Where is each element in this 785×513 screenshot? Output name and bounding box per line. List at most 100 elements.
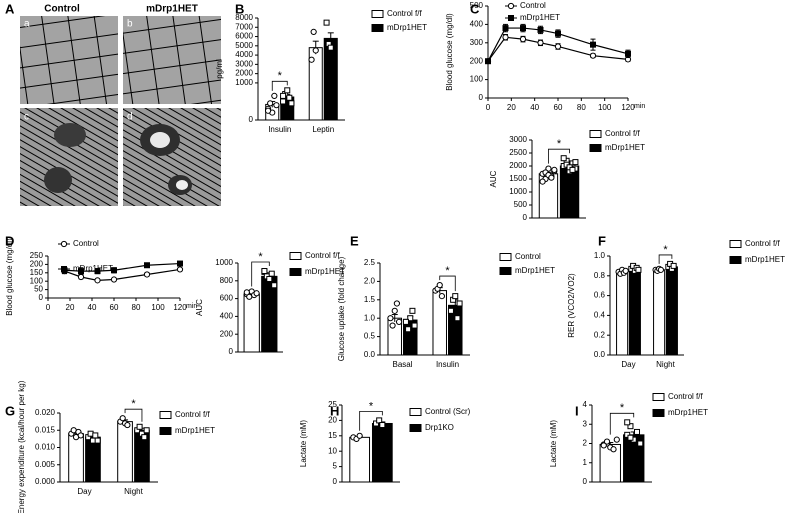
y-tick-label: 500 bbox=[514, 200, 528, 209]
legend-label: Control bbox=[515, 252, 541, 261]
y-axis-label: Blood glucose (mg/dl) bbox=[445, 13, 454, 91]
marker bbox=[273, 102, 280, 109]
marker bbox=[144, 262, 150, 269]
significance-label: * bbox=[258, 251, 263, 263]
y-tick-label: 100 bbox=[30, 276, 44, 285]
marker bbox=[555, 30, 561, 37]
x-tick-label: 80 bbox=[577, 103, 586, 112]
significance-label: * bbox=[557, 138, 562, 150]
significance-bracket bbox=[251, 261, 270, 287]
y-tick-label: 2.5 bbox=[364, 258, 376, 267]
y-tick-label: 25 bbox=[328, 400, 337, 409]
legend-swatch bbox=[652, 409, 665, 417]
marker bbox=[603, 438, 611, 445]
marker bbox=[310, 28, 317, 36]
marker bbox=[308, 56, 315, 63]
marker bbox=[78, 268, 84, 275]
marker bbox=[280, 98, 287, 105]
marker bbox=[94, 277, 101, 284]
legend-label: mDrp1HET bbox=[515, 266, 555, 275]
micrograph-label: a bbox=[24, 19, 30, 30]
y-tick-label: 0 bbox=[249, 115, 254, 124]
y-axis-label: pg/ml bbox=[215, 59, 224, 79]
marker bbox=[637, 440, 644, 447]
bar bbox=[68, 433, 84, 483]
micrograph: a bbox=[20, 16, 118, 104]
significance-label: * bbox=[445, 265, 450, 277]
marker bbox=[627, 434, 634, 441]
legend-swatch bbox=[371, 24, 384, 32]
marker bbox=[393, 300, 400, 307]
marker bbox=[572, 159, 579, 166]
x-tick-label: 120 bbox=[621, 103, 635, 112]
significance-bracket bbox=[359, 411, 383, 431]
y-tick-label: 8000 bbox=[235, 13, 253, 22]
significance-label: * bbox=[663, 244, 668, 256]
significance-label: * bbox=[620, 402, 625, 414]
x-tick-label: Day bbox=[77, 487, 91, 496]
marker bbox=[271, 282, 278, 289]
legend-swatch bbox=[409, 424, 422, 432]
y-tick-label: 0.4 bbox=[594, 311, 606, 320]
y-tick-label: 4000 bbox=[235, 50, 253, 59]
marker bbox=[519, 36, 527, 43]
legend-label: Drp1KO bbox=[425, 423, 454, 432]
marker bbox=[438, 293, 445, 300]
y-tick-label: 10 bbox=[328, 446, 337, 455]
legend-label: mDrp1HET bbox=[175, 426, 215, 435]
marker bbox=[288, 100, 295, 107]
y-tick-label: 6000 bbox=[235, 32, 253, 41]
bar bbox=[349, 436, 371, 483]
y-tick-label: 2.0 bbox=[364, 277, 376, 286]
marker bbox=[405, 326, 412, 333]
legend-label: mDrp1HET bbox=[73, 264, 113, 273]
marker bbox=[373, 420, 380, 427]
marker bbox=[77, 273, 85, 281]
y-axis-label: AUC bbox=[489, 170, 498, 187]
marker bbox=[111, 267, 117, 274]
y-tick-label: 0.6 bbox=[594, 291, 606, 300]
y-tick-label: 2 bbox=[583, 439, 588, 448]
marker bbox=[520, 25, 526, 32]
legend-label: mDrp1HET bbox=[605, 143, 645, 152]
marker bbox=[376, 417, 383, 424]
panel-letter: G bbox=[5, 403, 15, 418]
x-tick-label: 40 bbox=[530, 103, 539, 112]
legend-swatch bbox=[589, 144, 602, 152]
x-tick-label: 20 bbox=[66, 303, 75, 312]
column-title: Control bbox=[44, 4, 80, 15]
marker bbox=[407, 315, 414, 322]
y-tick-label: 1.5 bbox=[364, 295, 376, 304]
panel-letter: I bbox=[575, 403, 579, 418]
x-tick-label: 60 bbox=[554, 103, 563, 112]
marker bbox=[635, 266, 642, 273]
legend-label: Control (Scr) bbox=[425, 407, 471, 416]
significance-bracket bbox=[548, 148, 570, 164]
panel-letter: A bbox=[5, 1, 15, 16]
chart: G 0.000 0.005 0.010 0.015 0.020 Energy expendi… bbox=[5, 380, 215, 513]
y-tick-label: 0.010 bbox=[35, 443, 56, 452]
bar bbox=[243, 293, 260, 353]
chart: F 0.0 0.2 0.4 0.6 0.8 1.0 RER (VCO2/VO2) Day Nigh… bbox=[567, 233, 785, 369]
y-tick-label: 500 bbox=[470, 1, 484, 10]
y-tick-label: 3000 bbox=[235, 59, 253, 68]
panel-letter: C bbox=[470, 1, 480, 16]
marker bbox=[327, 44, 334, 51]
y-tick-label: 5 bbox=[333, 462, 338, 471]
x-tick-label: 100 bbox=[151, 303, 165, 312]
legend-swatch bbox=[652, 393, 665, 401]
y-tick-label: 0 bbox=[523, 213, 528, 222]
y-tick-label: 1 bbox=[583, 458, 588, 467]
legend-swatch bbox=[409, 408, 422, 416]
y-tick-label: 0 bbox=[229, 347, 234, 356]
marker bbox=[627, 423, 634, 430]
y-tick-label: 0.0 bbox=[594, 350, 606, 359]
legend-swatch bbox=[159, 427, 172, 435]
chart: 0 500 1000 1500 2000 2500 3000 AUC * Control f/f m… bbox=[489, 129, 645, 222]
y-tick-label: 2000 bbox=[235, 69, 253, 78]
column-title: mDrp1HET bbox=[146, 4, 198, 15]
y-tick-label: 3000 bbox=[509, 135, 527, 144]
panel-letter: E bbox=[350, 233, 359, 248]
y-tick-label: 0.005 bbox=[35, 460, 56, 469]
